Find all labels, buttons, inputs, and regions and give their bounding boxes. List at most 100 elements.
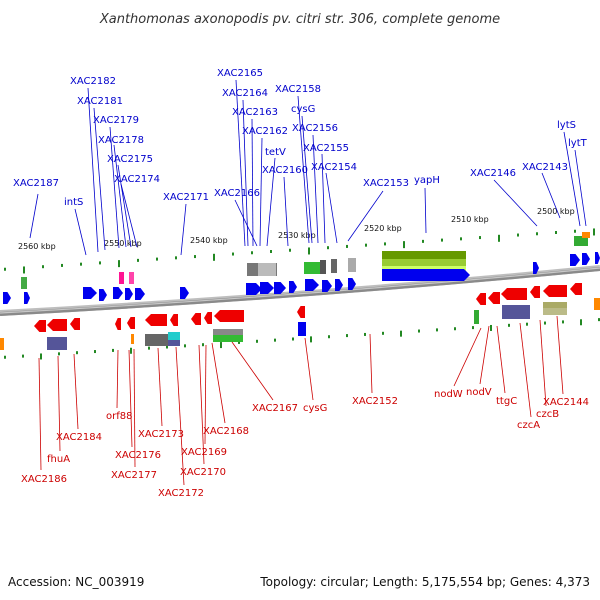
gene-label: XAC2174 <box>114 174 160 185</box>
tick-dot <box>112 348 114 352</box>
reverse-gene <box>214 310 244 322</box>
tick-dot <box>99 261 101 265</box>
tick-dot <box>292 337 294 341</box>
gene-label: fhuA <box>47 454 70 465</box>
reverse-gene <box>530 286 540 298</box>
tick-dot <box>562 320 564 324</box>
gene-label: cysG <box>303 403 327 414</box>
feature-block <box>0 338 4 350</box>
tick-dot <box>574 229 576 233</box>
accession-text: Accession: NC_003919 <box>8 575 144 589</box>
gene-label: XAC2167 <box>252 403 298 414</box>
tick-dot <box>593 228 595 236</box>
label-leader <box>38 357 42 471</box>
gene-label: yapH <box>414 175 440 186</box>
label-leader <box>453 327 482 387</box>
scale-tick-label: 2530 kbp <box>278 231 316 240</box>
gene-label: XAC2144 <box>543 397 589 408</box>
forward-gene <box>3 292 11 304</box>
reverse-gene <box>34 320 46 332</box>
tick-dot <box>346 334 348 338</box>
feature-block <box>594 298 600 310</box>
tick-dot <box>308 247 310 255</box>
forward-gene <box>125 288 133 300</box>
feature-block <box>348 258 356 272</box>
forward-gene <box>289 281 297 293</box>
tick-dot <box>490 324 492 331</box>
gene-label: lytT <box>568 138 588 149</box>
tick-dots-top <box>4 228 595 274</box>
reverse-gene <box>297 306 305 318</box>
tick-dot <box>94 350 96 354</box>
tick-dot <box>130 347 132 354</box>
tick-dot <box>40 353 42 360</box>
tick-dot <box>403 241 405 249</box>
forward-gene <box>570 254 580 266</box>
feature-block <box>304 262 320 274</box>
feature-block <box>131 334 134 344</box>
label-leader <box>369 333 373 394</box>
gene-label: nodW <box>434 389 463 400</box>
tick-dot <box>23 266 25 274</box>
tick-dot <box>251 251 253 255</box>
gene-label: cysG <box>291 104 315 115</box>
gene-label: XAC2178 <box>98 135 144 146</box>
gene-label: XAC2152 <box>352 396 398 407</box>
reverse-gene <box>145 314 167 326</box>
gene-label: XAC2184 <box>56 432 102 443</box>
label-leader <box>157 347 163 427</box>
forward-gene <box>533 262 539 274</box>
forward-gene <box>335 279 343 291</box>
tick-dot <box>80 262 82 266</box>
label-leader <box>541 172 561 219</box>
feature-block <box>331 259 337 273</box>
tick-dot <box>526 322 528 326</box>
tick-dot <box>436 328 438 332</box>
gene-label: lytS <box>557 120 576 131</box>
tick-dot <box>472 326 474 330</box>
forward-gene <box>382 269 470 281</box>
forward-gene <box>180 287 189 299</box>
tick-dot <box>498 234 500 242</box>
feature-block <box>543 302 567 308</box>
forward-gene <box>135 288 145 300</box>
forward-gene <box>99 289 107 301</box>
feature-block <box>382 251 466 259</box>
label-leader <box>113 144 127 248</box>
forward-genes <box>3 252 600 304</box>
label-leader <box>73 353 79 430</box>
tick-dot <box>289 248 291 252</box>
gene-label: XAC2154 <box>311 162 357 173</box>
gene-label: XAC2155 <box>303 143 349 154</box>
gene-label: XAC2173 <box>138 429 184 440</box>
reverse-gene <box>488 292 500 304</box>
gene-label: czcA <box>517 420 540 431</box>
gene-label: XAC2182 <box>70 76 116 87</box>
tick-dot <box>598 318 600 322</box>
feature-block <box>145 334 169 346</box>
tick-dot <box>555 231 557 234</box>
gene-label: XAC2158 <box>275 84 321 95</box>
gene-label: XAC2169 <box>181 447 227 458</box>
tick-dot <box>328 335 330 339</box>
feature-block <box>582 232 590 238</box>
reverse-gene <box>501 288 527 300</box>
feature-block <box>474 310 479 324</box>
scale-tick-label: 2520 kbp <box>364 224 402 233</box>
label-leader <box>479 325 490 385</box>
tick-dot <box>118 260 120 268</box>
feature-block <box>129 272 134 284</box>
label-leader <box>347 190 384 242</box>
label-leader <box>325 172 338 244</box>
tick-dot <box>536 232 538 236</box>
forward-gene <box>83 287 97 299</box>
gene-label: XAC2164 <box>222 88 268 99</box>
reverse-gene <box>47 319 67 331</box>
gene-label: XAC2177 <box>111 470 157 481</box>
tick-dot <box>166 345 168 349</box>
tick-dot <box>384 242 386 246</box>
label-leader <box>493 179 538 227</box>
scale-tick-label: 2510 kbp <box>451 215 489 224</box>
